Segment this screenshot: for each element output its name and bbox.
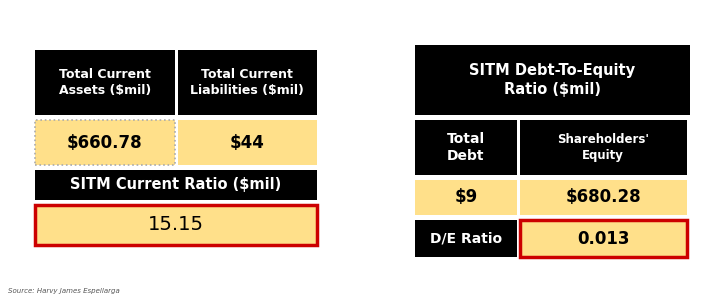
Text: $680.28: $680.28 [565, 188, 641, 206]
FancyBboxPatch shape [520, 180, 687, 215]
Text: Source: Harvy James Espellarga: Source: Harvy James Espellarga [8, 288, 120, 294]
FancyBboxPatch shape [35, 50, 174, 115]
Text: Total Current
Assets ($mil): Total Current Assets ($mil) [58, 68, 151, 97]
Text: $44: $44 [230, 134, 265, 152]
Text: 15.15: 15.15 [148, 215, 204, 235]
FancyBboxPatch shape [178, 50, 317, 115]
FancyBboxPatch shape [520, 120, 687, 175]
FancyBboxPatch shape [415, 120, 516, 175]
FancyBboxPatch shape [35, 170, 317, 200]
Text: D/E Ratio: D/E Ratio [430, 232, 502, 245]
FancyBboxPatch shape [520, 220, 687, 257]
Text: SITM Debt-To-Equity
Ratio ($mil): SITM Debt-To-Equity Ratio ($mil) [469, 63, 636, 97]
Text: Shareholders'
Equity: Shareholders' Equity [557, 133, 649, 162]
Text: 0.013: 0.013 [577, 230, 629, 247]
FancyBboxPatch shape [415, 45, 690, 115]
FancyBboxPatch shape [35, 120, 174, 165]
FancyBboxPatch shape [415, 180, 516, 215]
Text: $660.78: $660.78 [67, 134, 143, 152]
Text: SITM Current Ratio ($mil): SITM Current Ratio ($mil) [71, 178, 282, 193]
FancyBboxPatch shape [178, 120, 317, 165]
FancyBboxPatch shape [35, 205, 317, 245]
Text: Total Current
Liabilities ($mil): Total Current Liabilities ($mil) [190, 68, 304, 97]
Text: $9: $9 [454, 188, 477, 206]
FancyBboxPatch shape [415, 220, 516, 257]
Text: Total
Debt: Total Debt [446, 132, 485, 163]
